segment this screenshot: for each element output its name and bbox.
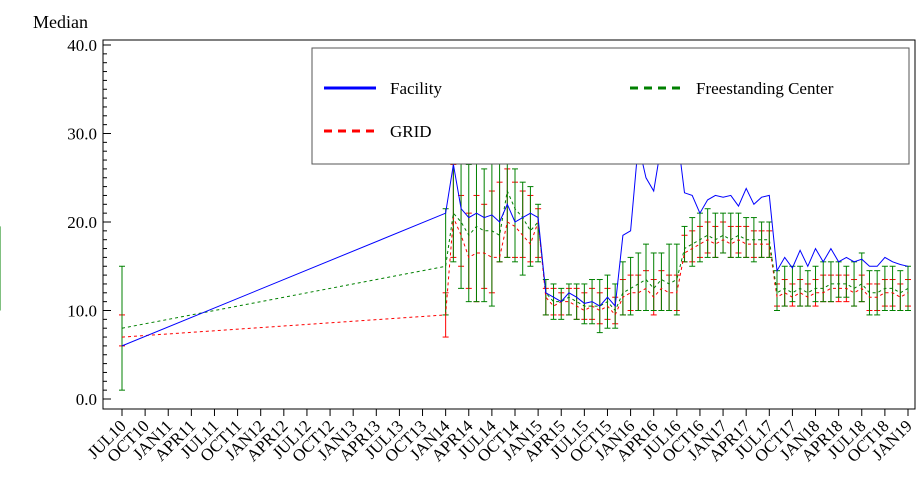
y-tick-labels: 0.0 10.0 20.0 30.0 40.0 xyxy=(67,36,97,409)
y-tick-label: 40.0 xyxy=(67,36,97,55)
axis-ticks xyxy=(103,44,909,416)
x-tick-labels: JUL10OCT10JAN11APR11JUL11OCT11JAN12APR12… xyxy=(84,416,916,466)
y-tick-label: 20.0 xyxy=(67,213,97,232)
legend: Facility Freestanding Center GRID xyxy=(311,47,910,165)
series-layer xyxy=(0,129,911,391)
y-tick-label: 0.0 xyxy=(76,390,97,409)
legend-label-grid: GRID xyxy=(390,122,432,141)
y-axis-label: Median xyxy=(33,12,88,32)
y-tick-label: 10.0 xyxy=(67,302,97,321)
plot-frame xyxy=(102,39,916,410)
legend-label-facility: Facility xyxy=(390,79,442,98)
freestanding-center-series-line xyxy=(121,189,909,329)
grid-series-line xyxy=(121,217,909,338)
y-tick-label: 30.0 xyxy=(67,125,97,144)
legend-label-freestanding-center: Freestanding Center xyxy=(696,79,834,98)
legend-box xyxy=(311,47,910,165)
